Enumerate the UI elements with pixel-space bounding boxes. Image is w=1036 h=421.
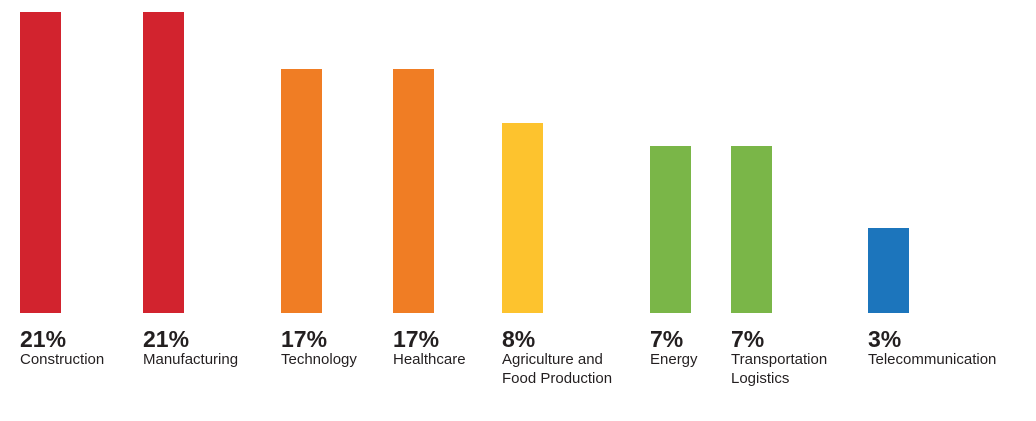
bar-category-label-line: Food Production [502, 370, 613, 387]
bar-category-label-line: Agriculture and [502, 351, 603, 368]
bar-value-label-telecommunication: 3% [868, 326, 902, 352]
bar-healthcare [393, 69, 434, 313]
bar-category-label-agriculture-and-food-production: Agriculture and Food Production [502, 350, 634, 388]
bar-category-label-line: Healthcare [393, 351, 466, 368]
bar-category-label-line: Logistics [731, 370, 790, 387]
bar-category-label-line: Construction [20, 351, 105, 368]
bar-category-label-energy: Energy [650, 350, 782, 369]
bar-category-label-telecommunication: Telecommunication [868, 350, 1000, 369]
bar-category-label-line: Telecommunication [868, 351, 997, 368]
bar-energy [650, 146, 691, 313]
bar-agriculture-and-food-production [502, 123, 543, 313]
bar-construction [20, 12, 61, 313]
bar-category-label-line: Manufacturing [143, 351, 239, 368]
bar-category-label-line: Technology [281, 351, 357, 368]
bar-category-label-transportation-logistics: Transportation Logistics [731, 350, 863, 388]
bar-category-label-technology: Technology [281, 350, 413, 369]
bar-category-label-line: Transportation [731, 351, 828, 368]
bar-value-label-healthcare: 17% [393, 326, 440, 352]
bar-value-label-technology: 17% [281, 326, 328, 352]
bar-manufacturing [143, 12, 184, 313]
bar-value-label-energy: 7% [650, 326, 684, 352]
bar-value-label-agriculture-and-food-production: 8% [502, 326, 536, 352]
bar-category-label-line: Energy [650, 351, 698, 368]
bar-value-label-transportation-logistics: 7% [731, 326, 765, 352]
bar-category-label-manufacturing: Manufacturing [143, 350, 275, 369]
bar-value-label-manufacturing: 21% [143, 326, 190, 352]
bar-telecommunication [868, 228, 909, 313]
bar-category-label-construction: Construction [20, 350, 152, 369]
bar-category-label-healthcare: Healthcare [393, 350, 525, 369]
bar-value-label-construction: 21% [20, 326, 67, 352]
bar-transportation-logistics [731, 146, 772, 313]
bar-technology [281, 69, 322, 313]
